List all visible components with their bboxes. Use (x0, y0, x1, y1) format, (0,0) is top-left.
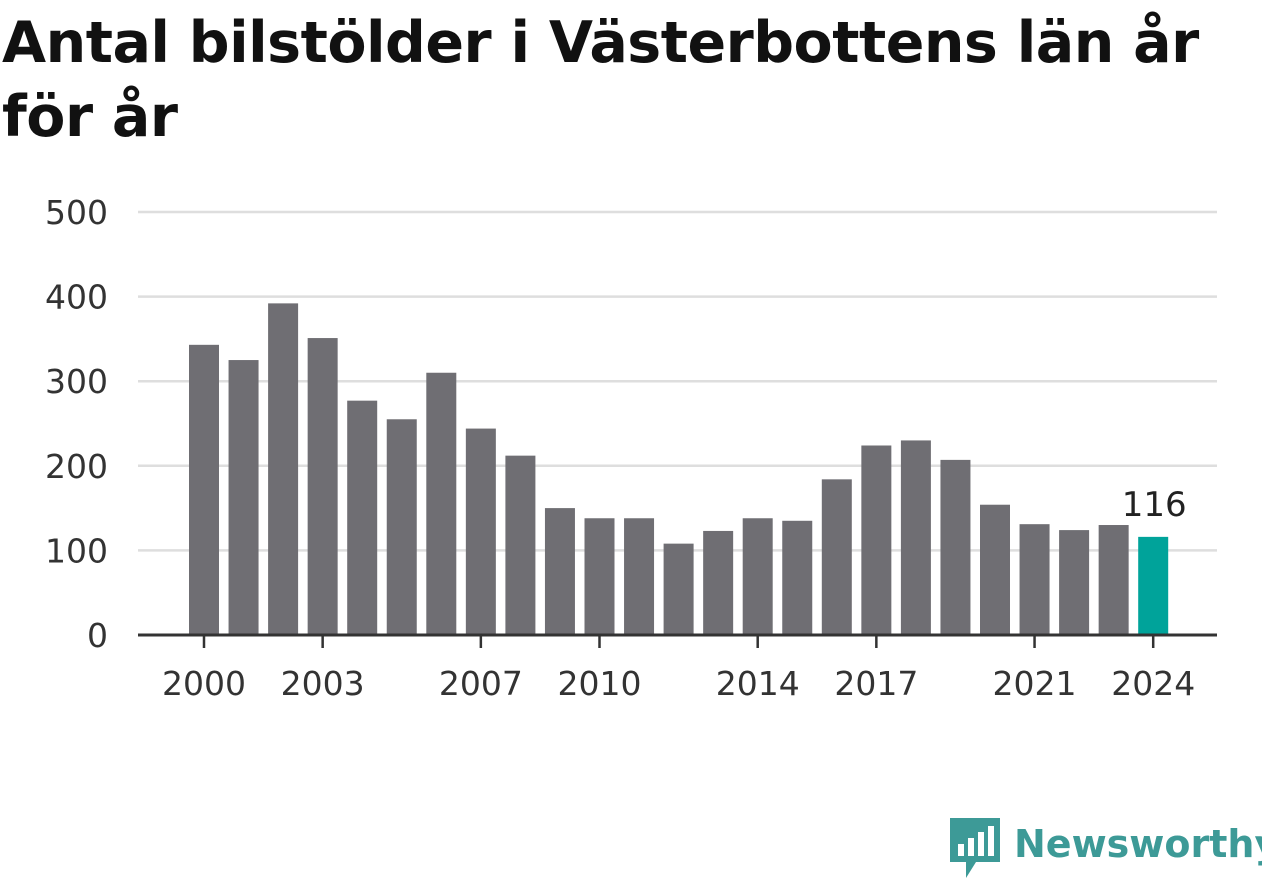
y-axis-ticks: 0 100 200 300 400 500 (45, 193, 108, 655)
bar-2013 (703, 530, 734, 635)
data-label-2024: 116 (1122, 485, 1187, 525)
bar-2002 (268, 303, 299, 635)
x-axis-ticks: 2000 2003 2007 2010 2014 2017 2021 2024 (162, 635, 1195, 703)
bar-2004 (347, 400, 378, 635)
bar-2009 (544, 508, 575, 635)
y-tick-label: 500 (45, 193, 108, 232)
x-tick-label: 2014 (716, 664, 800, 703)
x-tick-label: 2021 (993, 664, 1077, 703)
bar-2021 (1019, 524, 1050, 635)
bar-2006 (426, 372, 457, 635)
gridlines (138, 210, 1217, 552)
bar-2024 (1138, 536, 1169, 635)
bar-2017 (861, 445, 892, 635)
bar-2015 (782, 520, 813, 635)
chart-title: Antal bilstölder i Västerbottens län år … (2, 10, 1199, 150)
brand-name: Newsworthy (1014, 822, 1262, 866)
y-tick-label: 400 (45, 278, 108, 317)
y-tick-label: 100 (45, 531, 108, 570)
x-tick-label: 2010 (558, 664, 642, 703)
x-tick-label: 2024 (1111, 664, 1195, 703)
bar-2014 (742, 518, 773, 635)
bar-2022 (1059, 530, 1090, 635)
bar-2000 (189, 344, 219, 635)
bar-2012 (663, 543, 694, 635)
bar-2023 (1098, 525, 1129, 635)
bar-2007 (465, 428, 496, 635)
bar-2011 (624, 518, 655, 635)
bar-2019 (940, 459, 971, 635)
bar-2008 (505, 455, 536, 635)
x-tick-label: 2003 (281, 664, 365, 703)
bar-2020 (980, 504, 1010, 635)
bar-2003 (307, 338, 338, 635)
y-tick-label: 200 (45, 447, 108, 486)
bar-2005 (386, 419, 417, 635)
x-tick-label: 2007 (439, 664, 523, 703)
x-tick-label: 2017 (834, 664, 918, 703)
newsworthy-logo-icon (950, 818, 1000, 878)
x-tick-label: 2000 (162, 664, 246, 703)
y-tick-label: 300 (45, 362, 108, 401)
bar-2001 (228, 360, 259, 635)
bar-2016 (821, 479, 852, 635)
bar-2010 (584, 518, 615, 635)
data-labels: 116 (1122, 485, 1187, 525)
bar-2018 (900, 440, 931, 635)
bars (189, 303, 1169, 635)
y-tick-label: 0 (87, 616, 108, 655)
brand-logo: Newsworthy (950, 818, 1262, 880)
